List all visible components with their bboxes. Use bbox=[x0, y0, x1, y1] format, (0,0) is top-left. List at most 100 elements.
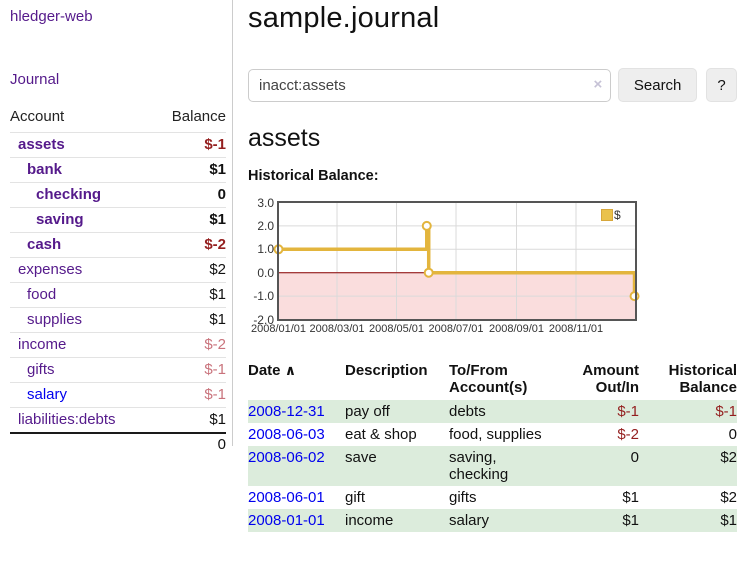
transaction-amount: $-2 bbox=[617, 426, 639, 443]
x-tick-label: 2008/11/01 bbox=[548, 323, 604, 335]
x-tick-label: 2008/09/01 bbox=[488, 323, 545, 335]
account-link-food[interactable]: food bbox=[27, 286, 57, 303]
historical-balance-chart: 3.0 2.0 1.0 0.0 -1.0 -2.0 2008/01/01 2008/03/0… bbox=[248, 196, 640, 338]
x-tick-label: 2008/05/01 bbox=[368, 323, 425, 335]
transaction-balance: $1 bbox=[720, 512, 737, 529]
account-link-gifts[interactable]: gifts bbox=[27, 361, 55, 378]
account-balance: $-1 bbox=[204, 136, 226, 153]
y-tick-label: 3.0 bbox=[257, 195, 274, 210]
transaction-accounts: salary bbox=[449, 512, 490, 529]
y-tick-label: -1.0 bbox=[253, 289, 274, 304]
account-balance: $1 bbox=[209, 286, 226, 303]
x-tick-label: 2008/03/01 bbox=[309, 323, 365, 335]
account-balance: $1 bbox=[209, 411, 226, 428]
transaction-accounts: food, supplies bbox=[449, 426, 542, 443]
account-row-assets: assets $-1 bbox=[10, 132, 226, 157]
transaction-description: pay off bbox=[345, 403, 390, 420]
account-row-supplies: supplies $1 bbox=[10, 307, 226, 332]
transaction-amount: $1 bbox=[622, 512, 639, 529]
accounts-column-header: To/From Account(s) bbox=[449, 362, 528, 396]
balance-column-header: Balance bbox=[171, 108, 226, 125]
x-tick-label: 2008/07/01 bbox=[428, 323, 484, 335]
main-content: sample.journal × Search ? assets Histori… bbox=[233, 0, 742, 532]
transaction-amount: 0 bbox=[630, 449, 639, 466]
account-link-checking[interactable]: checking bbox=[36, 186, 102, 203]
transaction-description: eat & shop bbox=[345, 426, 417, 443]
account-balance: $-2 bbox=[204, 336, 226, 353]
date-column-header[interactable]: Date ∧ bbox=[248, 360, 345, 400]
transaction-row: 2008-01-01 income salary $1 $1 bbox=[248, 509, 737, 532]
search-input[interactable] bbox=[248, 68, 612, 102]
transaction-row: 2008-12-31 pay off debts $-1 $-1 bbox=[248, 400, 737, 423]
account-balance: $1 bbox=[209, 161, 226, 178]
description-column-header: Description bbox=[345, 362, 428, 379]
account-row-bank: bank $1 bbox=[10, 157, 226, 182]
account-balance: $-1 bbox=[204, 386, 226, 403]
transaction-amount: $-1 bbox=[617, 403, 639, 420]
clear-search-icon[interactable]: × bbox=[593, 75, 603, 93]
search-button[interactable]: Search bbox=[618, 68, 698, 102]
chart-legend: $ bbox=[601, 208, 621, 222]
transaction-description: save bbox=[345, 449, 377, 466]
account-row-saving: saving $1 bbox=[10, 207, 226, 232]
account-column-header: Account bbox=[10, 108, 65, 125]
transaction-description: income bbox=[345, 512, 394, 529]
account-row-checking: checking 0 bbox=[10, 182, 226, 207]
account-balance: $2 bbox=[209, 261, 226, 278]
transaction-date-link[interactable]: 2008-06-01 bbox=[248, 489, 325, 506]
transaction-accounts: saving, checking bbox=[449, 449, 509, 483]
account-link-saving[interactable]: saving bbox=[36, 211, 84, 228]
date-header-label: Date bbox=[248, 362, 281, 379]
account-balance: $1 bbox=[209, 311, 226, 328]
x-tick-label: 2008/01/01 bbox=[250, 323, 307, 335]
search-bar: × Search ? bbox=[248, 68, 737, 102]
accounts-table: Account Balance assets $-1 bank $1 check… bbox=[10, 105, 226, 455]
transaction-accounts: debts bbox=[449, 403, 486, 420]
accounts-total-value: 0 bbox=[217, 436, 226, 453]
account-link-assets[interactable]: assets bbox=[18, 136, 65, 153]
account-link-bank[interactable]: bank bbox=[27, 161, 63, 178]
transaction-date-link[interactable]: 2008-06-03 bbox=[248, 426, 325, 443]
account-row-salary: salary $-1 bbox=[10, 382, 226, 407]
amount-column-header: Amount Out/In bbox=[582, 362, 639, 396]
account-row-liabilities-debts: liabilities:debts $1 bbox=[10, 407, 226, 432]
account-balance: $-2 bbox=[204, 236, 226, 253]
account-link-expenses[interactable]: expenses bbox=[18, 261, 83, 278]
chart-x-axis-labels: 2008/01/01 2008/03/01 2008/05/01 2008/07/01… bbox=[248, 323, 638, 337]
help-button[interactable]: ? bbox=[706, 68, 737, 102]
transaction-date-link[interactable]: 2008-01-01 bbox=[248, 512, 325, 529]
account-heading: assets bbox=[248, 124, 321, 152]
sidebar-item-journal[interactable]: Journal bbox=[10, 71, 60, 88]
account-row-food: food $1 bbox=[10, 282, 226, 307]
transaction-accounts: gifts bbox=[449, 489, 477, 506]
transaction-row: 2008-06-01 gift gifts $1 $2 bbox=[248, 486, 737, 509]
account-link-supplies[interactable]: supplies bbox=[27, 311, 83, 328]
transaction-date-link[interactable]: 2008-06-02 bbox=[248, 449, 325, 466]
transaction-balance: $2 bbox=[720, 449, 737, 466]
y-tick-label: 0.0 bbox=[257, 265, 274, 280]
y-tick-label: 1.0 bbox=[257, 242, 274, 257]
chart-y-axis-labels: 3.0 2.0 1.0 0.0 -1.0 -2.0 bbox=[248, 196, 274, 327]
account-link-salary[interactable]: salary bbox=[27, 386, 68, 403]
sort-ascending-icon: ∧ bbox=[284, 362, 297, 378]
chart-title: Historical Balance: bbox=[248, 168, 379, 184]
register-table: Date ∧ Description To/From Account(s) Am… bbox=[248, 360, 737, 532]
y-tick-label: -2.0 bbox=[253, 312, 274, 327]
page-title: sample.journal bbox=[248, 2, 440, 34]
transaction-amount: $1 bbox=[622, 489, 639, 506]
account-link-income[interactable]: income bbox=[18, 336, 67, 353]
transaction-description: gift bbox=[345, 489, 366, 506]
legend-swatch-icon bbox=[601, 209, 613, 221]
account-balance: $-1 bbox=[204, 361, 226, 378]
account-row-income: income $-2 bbox=[10, 332, 226, 357]
account-link-cash[interactable]: cash bbox=[27, 236, 62, 253]
app-title-link[interactable]: hledger-web bbox=[10, 8, 93, 25]
transaction-row: 2008-06-03 eat & shop food, supplies $-2… bbox=[248, 423, 737, 446]
account-balance: $1 bbox=[209, 211, 226, 228]
register-header-row: Date ∧ Description To/From Account(s) Am… bbox=[248, 360, 737, 400]
transaction-date-link[interactable]: 2008-12-31 bbox=[248, 403, 325, 420]
transaction-row: 2008-06-02 save saving, checking 0 $2 bbox=[248, 446, 737, 486]
account-link-liabilities-debts[interactable]: liabilities:debts bbox=[18, 411, 116, 428]
chart-plot-area bbox=[273, 201, 640, 321]
transaction-balance: $-1 bbox=[715, 403, 737, 420]
